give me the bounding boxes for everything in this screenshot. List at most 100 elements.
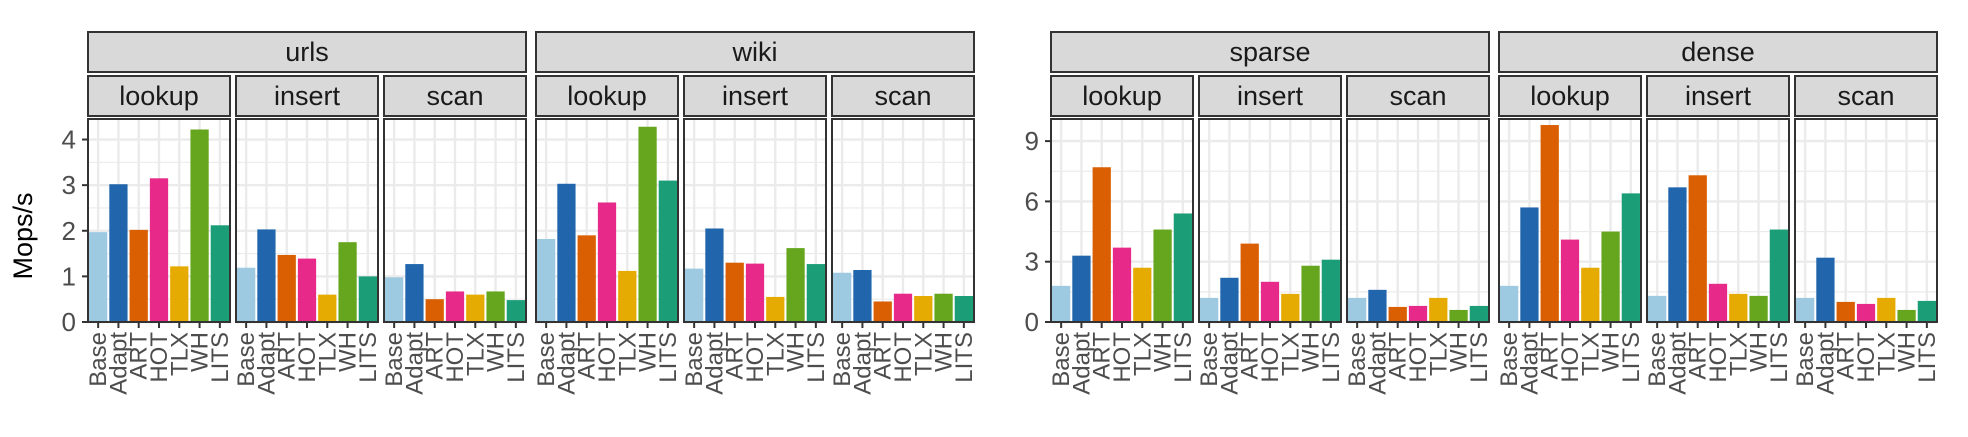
bar-sparse-lookup-hot (1112, 247, 1132, 322)
bar-urls-scan-wh (486, 291, 505, 322)
bar-sparse-scan-art (1388, 306, 1407, 322)
x-tick-label: HOT (146, 332, 173, 383)
x-tick-label: WH (1298, 332, 1325, 372)
x-tick-label: ART (126, 332, 153, 380)
bar-sparse-lookup-adapt (1072, 255, 1091, 322)
x-tick-label: LITS (803, 332, 830, 383)
bar-wiki-insert-hot (745, 263, 765, 322)
bar-wiki-lookup-tlx (618, 270, 637, 322)
x-tick-label: ART (1833, 332, 1860, 380)
bar-urls-scan-tlx (466, 294, 485, 322)
bar-wiki-scan-tlx (914, 295, 933, 322)
bar-urls-scan-hot (445, 291, 465, 322)
x-tick-label: WH (1446, 332, 1473, 372)
x-tick-label: ART (1537, 332, 1564, 380)
bar-wiki-lookup-base (537, 238, 556, 322)
bar-sparse-insert-base (1200, 297, 1219, 322)
bar-sparse-lookup-base (1052, 285, 1071, 322)
bar-dense-lookup-adapt (1520, 207, 1539, 322)
bar-urls-scan-lits (506, 300, 525, 322)
x-tick-label: WH (335, 332, 362, 372)
bar-wiki-scan-adapt (853, 269, 872, 322)
x-tick-label: Base (1196, 332, 1223, 387)
operation-strip-label: insert (722, 81, 789, 111)
operation-strip-label: insert (274, 81, 341, 111)
x-tick-label: Adapt (701, 332, 728, 395)
x-tick-label: Adapt (1068, 332, 1095, 395)
x-tick-label: LITS (355, 332, 382, 383)
bar-dense-insert-adapt (1668, 187, 1687, 322)
bar-urls-insert-hot (297, 258, 317, 322)
bar-dense-scan-lits (1917, 300, 1936, 322)
x-tick-label: LITS (503, 332, 530, 383)
bar-urls-insert-base (237, 267, 256, 322)
bar-wiki-scan-art (873, 301, 892, 322)
x-tick-label: TLX (1577, 332, 1604, 376)
x-tick-label: TLX (762, 332, 789, 376)
bar-sparse-scan-hot (1408, 305, 1428, 322)
x-tick-label: HOT (1109, 332, 1136, 383)
bar-wiki-lookup-wh (638, 126, 657, 322)
x-tick-label: WH (931, 332, 958, 372)
bar-urls-scan-art (425, 299, 444, 322)
x-tick-label: Base (1644, 332, 1671, 387)
bar-dense-lookup-base (1500, 285, 1519, 322)
dataset-strip (87, 31, 527, 73)
x-tick-label: LITS (1766, 332, 1793, 383)
operation-strip-label: scan (426, 81, 483, 111)
x-tick-label: TLX (1725, 332, 1752, 376)
operation-strip-label: scan (1389, 81, 1446, 111)
bar-dense-insert-tlx (1729, 293, 1748, 322)
x-tick-label: ART (870, 332, 897, 380)
bar-sparse-scan-wh (1449, 309, 1468, 322)
y-tick-label: 9 (1025, 126, 1039, 156)
x-tick-label: Adapt (1812, 332, 1839, 395)
x-tick-label: Base (1792, 332, 1819, 387)
x-tick-label: LITS (1466, 332, 1493, 383)
dataset-strip (1050, 31, 1490, 73)
bar-wiki-insert-base (685, 268, 704, 322)
y-tick-label: 1 (62, 261, 76, 291)
x-tick-label: Base (533, 332, 560, 387)
bar-urls-insert-lits (358, 276, 377, 322)
x-tick-label: Adapt (1364, 332, 1391, 395)
dataset-strip-label: wiki (732, 37, 778, 67)
x-tick-label: ART (1237, 332, 1264, 380)
bar-urls-scan-adapt (405, 264, 424, 322)
bar-sparse-scan-adapt (1368, 289, 1387, 322)
x-tick-label: Adapt (105, 332, 132, 395)
x-tick-label: Adapt (849, 332, 876, 395)
x-tick-label: TLX (314, 332, 341, 376)
bar-urls-lookup-hot (149, 178, 169, 322)
dataset-strip-label: urls (285, 37, 329, 67)
bar-sparse-insert-tlx (1281, 293, 1300, 322)
operation-strip (235, 75, 379, 117)
x-tick-label: HOT (1705, 332, 1732, 383)
bar-urls-insert-wh (338, 242, 357, 322)
operation-strip (1050, 75, 1194, 117)
y-axis-label: Mops/s (8, 192, 38, 279)
bar-sparse-scan-lits (1469, 305, 1488, 322)
x-tick-label: ART (422, 332, 449, 380)
bar-dense-scan-hot (1856, 303, 1876, 322)
dataset-strip (1498, 31, 1938, 73)
x-tick-label: HOT (294, 332, 321, 383)
bar-urls-lookup-lits (210, 225, 229, 322)
x-tick-label: HOT (1257, 332, 1284, 383)
bar-wiki-scan-hot (893, 293, 913, 322)
bar-urls-insert-art (277, 254, 296, 322)
bar-dense-lookup-art (1540, 125, 1559, 323)
x-tick-label: WH (1894, 332, 1921, 372)
x-tick-label: WH (483, 332, 510, 372)
x-tick-label: WH (1598, 332, 1625, 372)
x-tick-label: LITS (1914, 332, 1941, 383)
x-tick-label: Adapt (553, 332, 580, 395)
x-tick-label: WH (783, 332, 810, 372)
bar-wiki-insert-art (725, 262, 744, 322)
bar-urls-lookup-art (129, 229, 148, 322)
bar-sparse-insert-adapt (1220, 277, 1239, 322)
x-tick-label: HOT (742, 332, 769, 383)
bar-sparse-lookup-lits (1173, 213, 1192, 322)
x-tick-label: Base (1344, 332, 1371, 387)
